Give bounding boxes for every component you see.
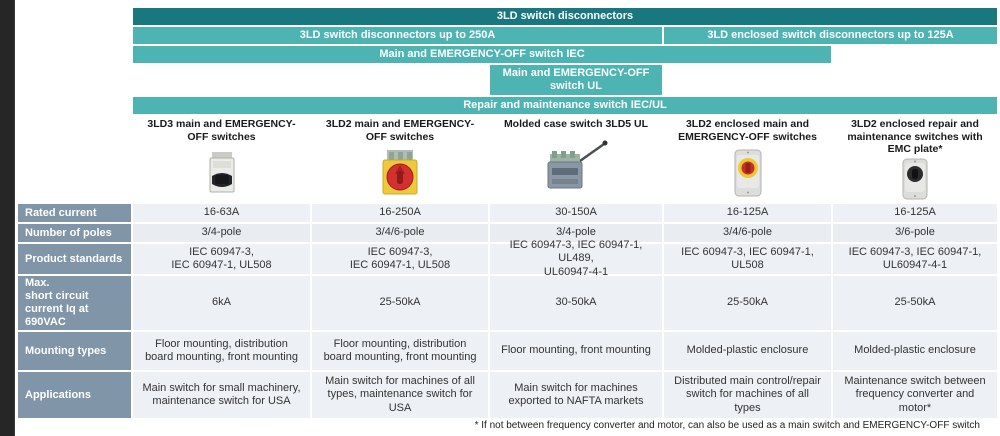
3ld2-enclosed-switch-image <box>734 149 761 197</box>
cell-mounting-types: Molded-plastic enclosure <box>833 332 997 370</box>
cell-number-of-poles: 3/4-pole <box>490 224 662 242</box>
band-repair-maintenance-iec-ul: Repair and maintenance switch IEC/UL <box>133 97 997 114</box>
cell-number-of-poles: 3/6-pole <box>833 224 997 242</box>
page-left-edge <box>0 0 15 436</box>
cell-applications: Distributed main control/repair switch f… <box>664 372 831 418</box>
cell-max-short-circuit: 6kA <box>133 276 310 330</box>
band-enclosed-switch-disconnectors-125a: 3LD enclosed switch disconnectors up to … <box>664 27 997 44</box>
cell-applications: Main switch for machines of all types, m… <box>312 372 488 418</box>
cell-mounting-types: Floor mounting, front mounting <box>490 332 662 370</box>
cell-applications: Main switch for small machinery, mainten… <box>133 372 310 418</box>
cell-rated-current: 30-150A <box>490 204 662 222</box>
3ld2-enclosed-emc-switch-image <box>902 158 928 200</box>
row-label-mounting-types: Mounting types <box>18 332 131 370</box>
cell-product-standards: IEC 60947-3, IEC 60947-1, UL508 <box>133 244 310 274</box>
column-title: 3LD3 main and EMERGENCY-OFF switches <box>147 118 296 143</box>
cell-number-of-poles: 3/4-pole <box>133 224 310 242</box>
row-label-max-short-circuit-current: Max. short circuit current Iq at 690VAC <box>18 276 131 330</box>
cell-rated-current: 16-125A <box>833 204 997 222</box>
cell-applications: Maintenance switch between frequency con… <box>833 372 997 418</box>
cell-max-short-circuit: 30-50kA <box>490 276 662 330</box>
footnote: * If not between frequency converter and… <box>474 420 980 431</box>
table-title: 3LD switch disconnectors <box>133 8 997 25</box>
band-main-emergency-off-ul: Main and EMERGENCY-OFF switch UL <box>490 65 662 95</box>
row-label-rated-current: Rated current <box>18 204 131 222</box>
cell-number-of-poles: 3/4/6-pole <box>664 224 831 242</box>
cell-number-of-poles: 3/4/6-pole <box>312 224 488 242</box>
cell-max-short-circuit: 25-50kA <box>664 276 831 330</box>
column-header-3ld5: Molded case switch 3LD5 UL <box>490 116 662 202</box>
cell-rated-current: 16-125A <box>664 204 831 222</box>
cell-rated-current: 16-63A <box>133 204 310 222</box>
cell-product-standards: IEC 60947-3, IEC 60947-1, UL489, UL60947… <box>490 239 662 278</box>
cell-max-short-circuit: 25-50kA <box>833 276 997 330</box>
cell-max-short-circuit: 25-50kA <box>312 276 488 330</box>
cell-mounting-types: Molded-plastic enclosure <box>664 332 831 370</box>
cell-applications: Main switch for machines exported to NAF… <box>490 372 662 418</box>
column-header-3ld2-enclosed-emc: 3LD2 enclosed repair and maintenance swi… <box>833 116 997 202</box>
row-label-product-standards: Product standards <box>18 244 131 274</box>
column-header-3ld2: 3LD2 main and EMERGENCY-OFF switches <box>312 116 488 202</box>
column-header-3ld3: 3LD3 main and EMERGENCY-OFF switches <box>133 116 310 202</box>
cell-product-standards: IEC 60947-3, IEC 60947-1, UL508 <box>312 244 488 274</box>
band-switch-disconnectors-250a: 3LD switch disconnectors up to 250A <box>133 27 662 44</box>
column-title: 3LD2 enclosed repair and maintenance swi… <box>847 118 983 156</box>
column-title: 3LD2 enclosed main and EMERGENCY-OFF swi… <box>678 118 817 143</box>
band-main-emergency-off-iec: Main and EMERGENCY-OFF switch IEC <box>133 46 831 63</box>
3ld2-switch-image <box>382 149 418 195</box>
row-label-applications: Applications <box>18 372 131 418</box>
cell-product-standards: IEC 60947-3, IEC 60947-1, UL60947-4-1 <box>833 244 997 274</box>
3ld5-molded-case-switch-image <box>547 140 608 189</box>
product-comparison-table: 3LD switch disconnectors 3LD switch disc… <box>18 8 997 418</box>
cell-rated-current: 16-250A <box>312 204 488 222</box>
cell-mounting-types: Floor mounting, distribution board mount… <box>312 332 488 370</box>
3ld3-switch-image <box>209 151 234 193</box>
column-title: 3LD2 main and EMERGENCY-OFF switches <box>325 118 475 143</box>
row-label-number-of-poles: Number of poles <box>18 224 131 242</box>
column-title: Molded case switch 3LD5 UL <box>503 118 649 130</box>
cell-mounting-types: Floor mounting, distribution board mount… <box>133 332 310 370</box>
cell-product-standards: IEC 60947-3, IEC 60947-1, UL508 <box>664 244 831 274</box>
column-header-3ld2-enclosed: 3LD2 enclosed main and EMERGENCY-OFF swi… <box>664 116 831 202</box>
